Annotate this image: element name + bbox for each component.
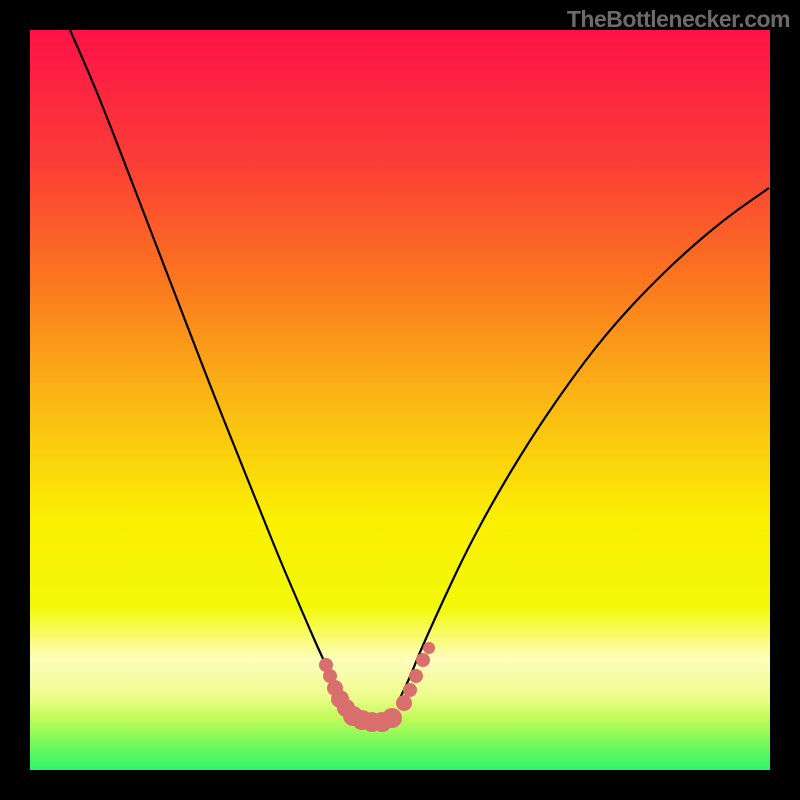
- marker-point: [382, 708, 402, 728]
- marker-point: [416, 653, 430, 667]
- marker-point: [403, 683, 417, 697]
- marker-point: [423, 642, 435, 654]
- plot-background: [30, 30, 770, 770]
- marker-point: [396, 695, 412, 711]
- curve-chart: [0, 0, 800, 800]
- marker-point: [409, 669, 423, 683]
